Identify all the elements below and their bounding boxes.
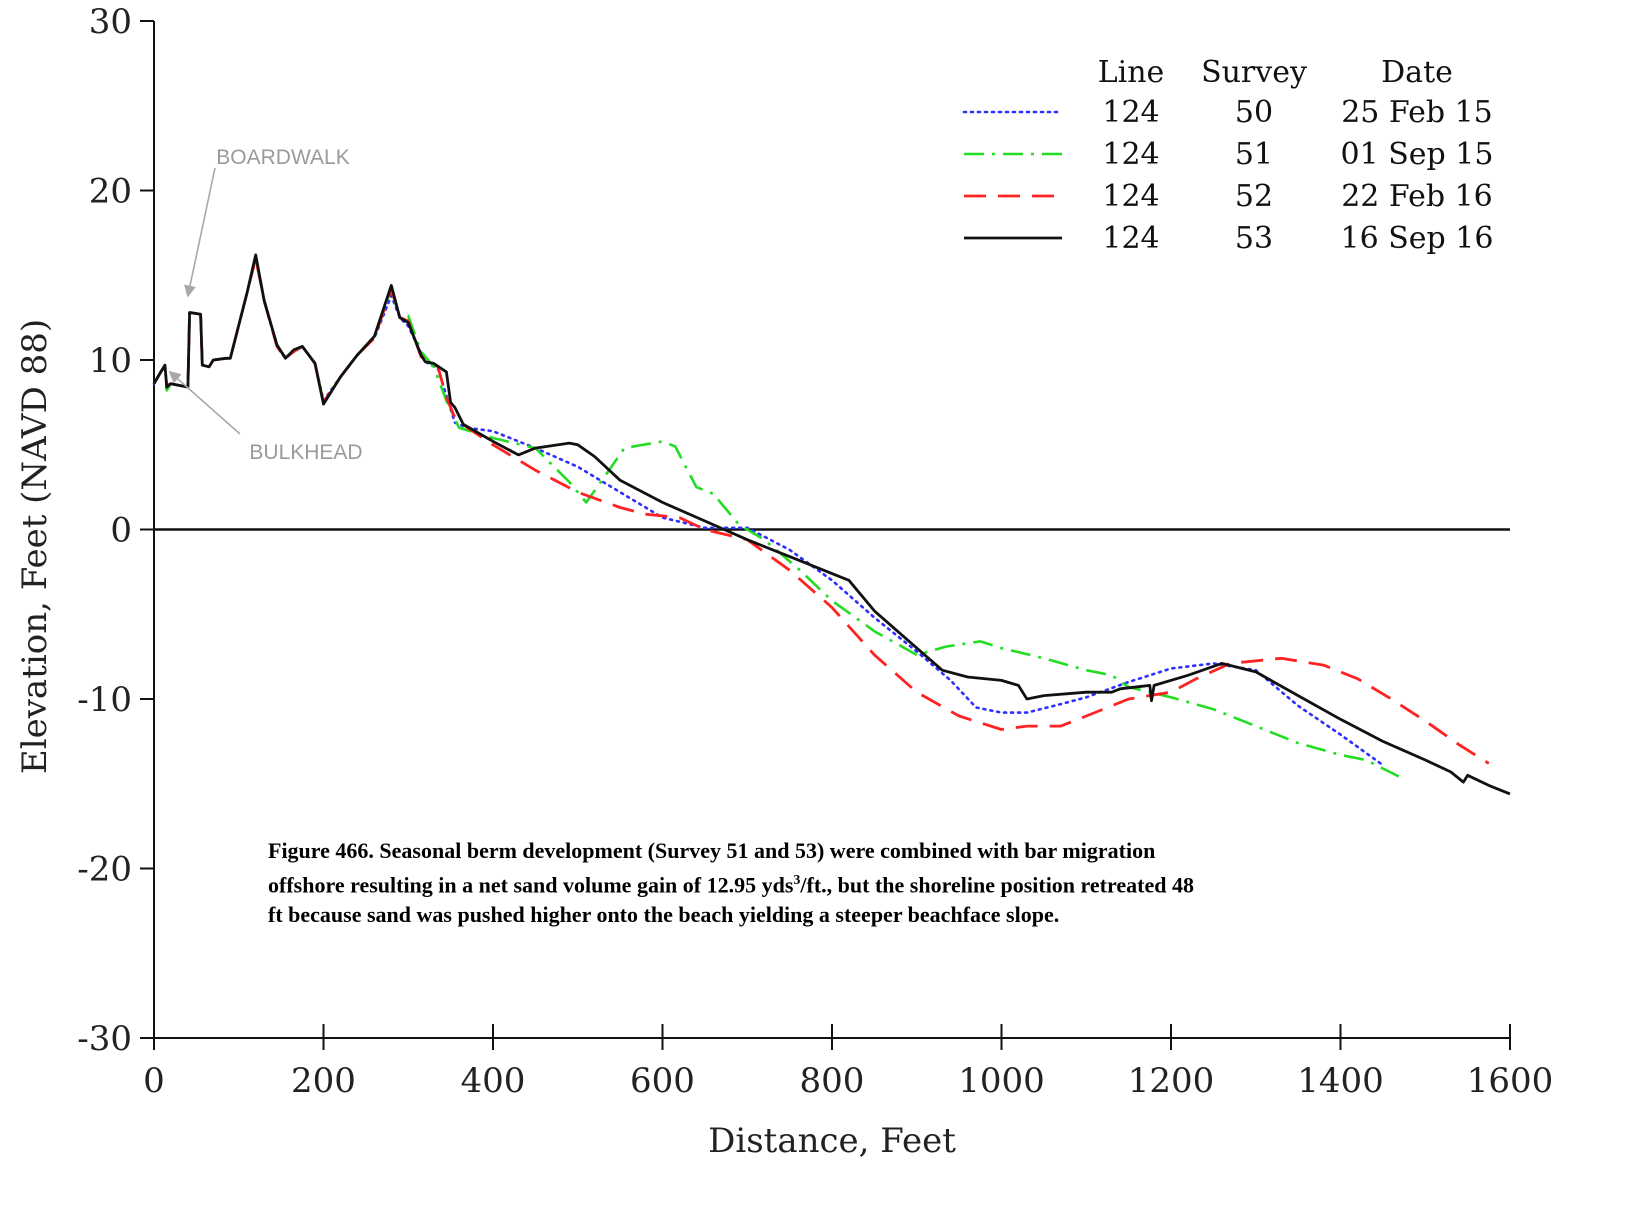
annotation-label-bulkhead: BULKHEAD [249, 441, 362, 464]
series-layer [152, 253, 1511, 796]
x-tick-label: 1200 [1128, 1061, 1215, 1101]
y-axis-title: Elevation, Feet (NAVD 88) [15, 319, 55, 774]
legend-survey-value: 53 [1235, 221, 1273, 256]
x-tick-label: 800 [800, 1061, 865, 1101]
caption-superscript: 3 [793, 873, 801, 888]
legend-line-value: 124 [1102, 179, 1159, 214]
legend: Line Survey Date 124 50 25 Feb 15 124 51 01 Sep … [962, 55, 1494, 256]
legend-date-value: 25 Feb 15 [1341, 95, 1493, 130]
annotation-arrow-boardwalk [184, 167, 216, 298]
y-tick-label: 20 [89, 172, 132, 212]
caption-line-2-end: /ft., but the shoreline position retreat… [800, 872, 1194, 898]
y-tick-label: 0 [110, 511, 132, 551]
y-tick-label: -10 [77, 680, 132, 720]
annotations: BOARDWALK BULKHEAD [168, 146, 363, 464]
caption-line-1: Figure 466. Seasonal berm development (S… [268, 838, 1156, 863]
series-line-survey-51 [152, 255, 1401, 779]
legend-line-value: 124 [1102, 221, 1159, 256]
caption-line-2-start: offshore resulting in a net sand volume … [268, 872, 794, 898]
legend-header: Survey [1201, 55, 1307, 90]
series-line-survey-50 [152, 257, 1385, 767]
legend-header: Date [1381, 55, 1453, 90]
annotation-arrow-bulkhead [168, 370, 241, 435]
legend-survey-value: 52 [1235, 179, 1273, 214]
figure-caption: Figure 466. Seasonal berm development (S… [268, 836, 1418, 930]
series-line-survey-52 [152, 256, 1490, 765]
legend-survey-value: 50 [1235, 95, 1273, 130]
x-tick-label: 0 [143, 1061, 165, 1101]
axes: 30 20 10 0 -10 -20 -30 0 200 400 600 800 1000 1200 140… [15, 2, 1553, 1161]
y-tick-label: -20 [77, 850, 132, 890]
legend-line-value: 124 [1102, 137, 1159, 172]
legend-line-value: 124 [1102, 95, 1159, 130]
legend-survey-value: 51 [1235, 137, 1273, 172]
x-axis-title: Distance, Feet [708, 1121, 956, 1161]
x-tick-label: 1600 [1467, 1061, 1554, 1101]
legend-date-value: 16 Sep 16 [1341, 221, 1494, 256]
y-tick-label: 10 [89, 341, 132, 381]
series-line-survey-53 [152, 253, 1511, 796]
y-tick-label: -30 [77, 1019, 132, 1059]
x-tick-label: 600 [630, 1061, 695, 1101]
caption-line-3: ft because sand was pushed higher onto t… [268, 902, 1060, 928]
x-tick-label: 200 [291, 1061, 356, 1101]
annotation-label-boardwalk: BOARDWALK [216, 146, 349, 169]
legend-date-value: 01 Sep 15 [1341, 137, 1494, 172]
legend-header: Line [1098, 55, 1165, 90]
y-tick-label: 30 [89, 2, 132, 42]
legend-date-value: 22 Feb 16 [1341, 179, 1493, 214]
x-tick-label: 1000 [958, 1061, 1045, 1101]
x-tick-label: 1400 [1297, 1061, 1384, 1101]
x-tick-label: 400 [461, 1061, 526, 1101]
caption-line-2: offshore resulting in a net sand volume … [268, 866, 1418, 900]
